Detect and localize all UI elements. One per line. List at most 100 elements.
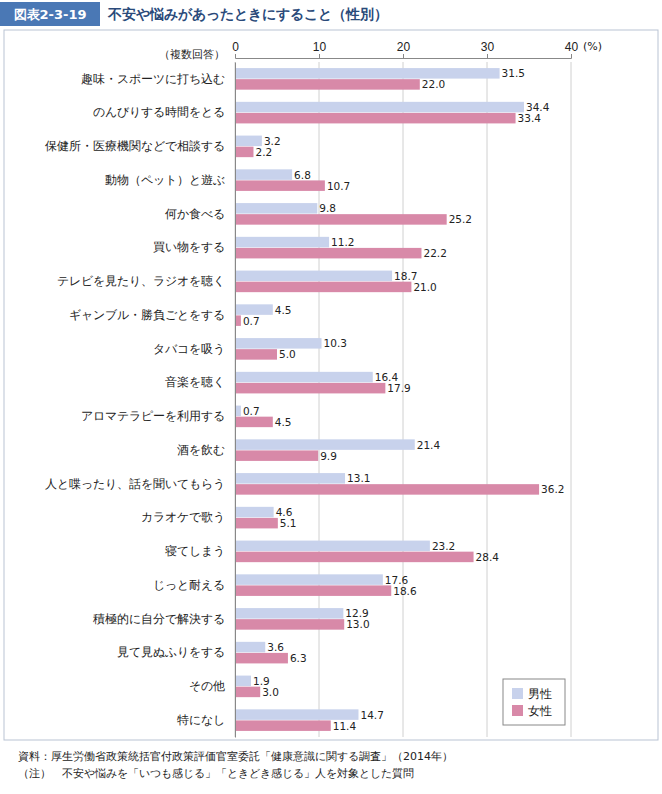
data-label: 21.4 [417,439,441,451]
legend-box [503,679,565,725]
y-tick-label: 特になし [177,714,225,727]
data-label: 25.2 [449,213,472,225]
bar [235,720,331,731]
y-tick: テレビを見たり、ラジオを聴く [57,275,235,288]
y-tick-label: アロマテラピーを利用する [81,410,225,423]
data-label: 22.2 [423,247,446,259]
grid [235,62,571,737]
x-axis-label: (%) [583,40,602,53]
bar [235,237,329,248]
y-tick-label: 見て見ぬふりをする [117,646,225,659]
y-tick: タバコを吸う [153,343,235,356]
data-label: 33.4 [518,112,542,124]
data-label: 5.1 [280,517,297,529]
data-label: 4.5 [275,304,292,316]
bar [235,271,392,282]
y-tick: 買い物をする [153,241,235,254]
bar [235,79,420,90]
y-tick: その他 [189,680,235,693]
bar [235,102,524,113]
y-tick: 何か食べる [165,208,235,220]
data-label: 28.4 [476,551,500,563]
x-tick-label: 20 [397,40,411,54]
data-label: 22.0 [422,78,445,90]
y-tick: 特になし [177,714,235,727]
y-tick-label: のんびりする時間をとる [93,106,225,119]
bar [235,68,500,79]
legend-label: 女性 [528,704,552,718]
y-tick: 見て見ぬふりをする [117,646,235,659]
bar [235,507,274,518]
x-tick: 20 [397,40,411,58]
bar [235,552,474,563]
y-tick-label: 何か食べる [165,208,225,220]
x-tick-label: 0 [232,40,239,54]
bar [235,214,447,225]
bar [235,709,358,720]
data-label: 3.0 [262,686,279,698]
data-label: 13.1 [347,472,370,484]
bar [235,642,265,653]
y-tick: 動物（ペット）と遊ぶ [105,174,235,187]
legend-label: 男性 [528,687,552,701]
y-tick-label: じっと耐える [153,579,225,591]
y-tick: 音楽を聴く [165,375,235,389]
y-tick: 人と喋ったり、話を聞いてもらう [45,478,235,491]
note-multiple: （複数回答） [159,48,225,61]
bar [235,169,292,180]
y-tick: 酒を飲む [177,444,235,456]
data-label: 36.2 [541,483,564,495]
x-tick-label: 10 [313,40,327,54]
data-label: 9.8 [319,202,336,214]
y-tick-label: 寝てしまう [165,544,225,558]
source: 資料：厚生労働省政策統括官付政策評価官室委託「健康意識に関する調査」（2014年… [18,750,453,763]
y-tick-label: 酒を飲む [177,444,225,456]
bar [235,574,383,585]
x-axis: 010203040 [232,40,578,59]
figure-label: 図表2-3-19 [14,7,87,22]
y-tick-label: 買い物をする [153,241,225,254]
y-axis: 趣味・スポーツに打ち込むのんびりする時間をとる保健所・医療機関などで相談する動物… [45,63,236,738]
bar [235,203,317,214]
data-label: 9.9 [320,450,337,462]
bar [235,653,288,664]
bar [235,180,325,191]
bars [235,68,539,731]
bar [235,383,385,394]
bar [235,585,391,596]
bar [235,676,251,687]
data-label: 23.2 [432,540,455,552]
bar [235,372,373,383]
data-label: 11.4 [333,720,357,732]
series [235,79,539,731]
data-label: 4.5 [275,416,292,428]
bar [235,147,253,158]
bar [235,282,411,293]
series [235,68,524,720]
y-tick: 趣味・スポーツに打ち込む [81,73,235,85]
y-tick: ギャンブル・勝負ごとをする [69,308,235,322]
note: （注） 不安や悩みを「いつも感じる」「ときどき感じる」人を対象とした質問 [18,767,414,780]
data-label: 18.6 [393,585,417,597]
x-tick: 30 [481,40,495,58]
x-tick-mark [571,54,572,58]
y-tick: 寝てしまう [165,544,235,558]
bar [235,518,278,529]
bar [235,541,430,552]
y-tick-label: タバコを吸う [153,343,225,356]
data-label: 21.0 [413,281,436,293]
grid-line [235,62,236,737]
bar [235,473,345,484]
y-tick-label: その他 [189,680,225,693]
y-tick: のんびりする時間をとる [93,106,235,119]
bar [235,113,516,124]
bar [235,439,415,450]
bar [235,349,277,360]
bar [235,136,262,147]
data-label: 10.3 [324,337,347,349]
panel [4,30,658,740]
x-tick-mark [319,54,320,58]
grid-line [487,62,488,737]
y-tick-label: 音楽を聴く [165,375,225,389]
data-label: 10.7 [327,180,350,192]
